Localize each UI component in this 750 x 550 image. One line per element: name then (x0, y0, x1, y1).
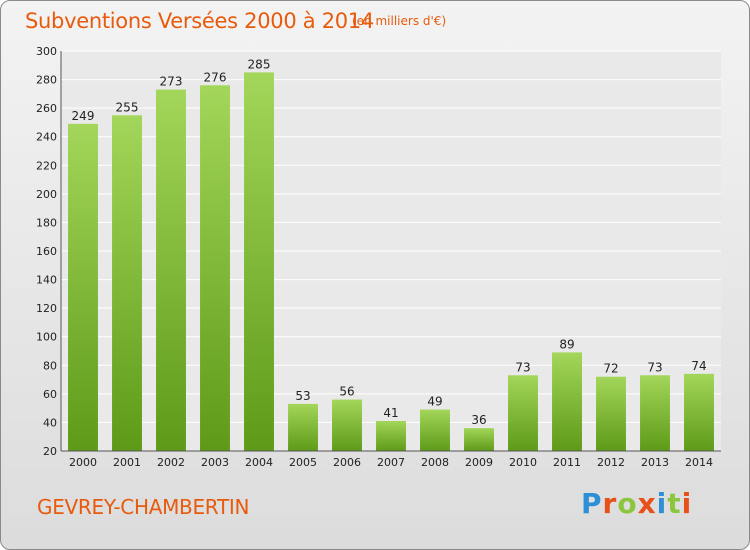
x-tick-label: 2003 (201, 456, 229, 469)
value-label: 49 (427, 395, 442, 409)
bar-2001 (112, 115, 142, 452)
x-tick-label: 2002 (157, 456, 185, 469)
bar-2010 (508, 375, 538, 451)
logo-letter: x (637, 487, 657, 520)
logo-letter: t (667, 487, 682, 520)
x-tick-label: 2010 (509, 456, 537, 469)
value-label: 74 (691, 359, 706, 373)
bar-2007 (376, 421, 406, 451)
value-label: 53 (295, 389, 310, 403)
x-tick-label: 2014 (685, 456, 713, 469)
y-tick-label: 220 (36, 159, 57, 172)
logo-letter: o (617, 487, 638, 520)
logo-letter: i (656, 487, 668, 520)
x-tick-label: 2009 (465, 456, 493, 469)
commune-name: GEVREY-CHAMBERTIN (37, 495, 250, 519)
value-label: 285 (248, 57, 271, 71)
y-tick-label: 80 (43, 359, 57, 372)
y-tick-label: 240 (36, 131, 57, 144)
bar-2014 (684, 373, 714, 451)
bar-2011 (552, 352, 582, 451)
bar-2008 (420, 409, 450, 451)
y-tick-label: 100 (36, 331, 57, 344)
x-tick-label: 2001 (113, 456, 141, 469)
value-label: 41 (383, 406, 398, 420)
x-tick-label: 2008 (421, 456, 449, 469)
value-label: 36 (471, 413, 486, 427)
bar-2000 (68, 123, 98, 451)
logo-letter: i (681, 487, 693, 520)
x-tick-label: 2011 (553, 456, 581, 469)
bar-2013 (640, 375, 670, 451)
value-label: 255 (116, 100, 139, 114)
y-tick-label: 40 (43, 416, 57, 429)
x-tick-label: 2012 (597, 456, 625, 469)
bars-layer (68, 72, 714, 452)
bar-2003 (200, 85, 230, 452)
value-label: 56 (339, 385, 354, 399)
y-tick-label: 120 (36, 302, 57, 315)
bar-2004 (244, 72, 274, 451)
y-tick-label: 260 (36, 102, 57, 115)
y-tick-label: 180 (36, 216, 57, 229)
bar-2009 (464, 428, 494, 451)
value-label: 249 (72, 109, 95, 123)
y-tick-label: 160 (36, 245, 57, 258)
x-tick-label: 2007 (377, 456, 405, 469)
x-tick-label: 2013 (641, 456, 669, 469)
value-label: 73 (647, 360, 662, 374)
y-tick-label: 280 (36, 74, 57, 87)
y-tick-label: 20 (43, 445, 57, 458)
y-tick-label: 140 (36, 274, 57, 287)
y-tick-label: 200 (36, 188, 57, 201)
bar-2005 (288, 403, 318, 451)
value-label: 73 (515, 360, 530, 374)
logo-letter: r (602, 487, 618, 520)
labels-layer: 249 255 273 276 285 53 56 41 49 36 73 89 72 73 74 (72, 57, 707, 427)
proxiti-logo[interactable]: Proxiti (581, 487, 692, 520)
x-tick-label: 2000 (69, 456, 97, 469)
x-tick-label: 2005 (289, 456, 317, 469)
chart-subtitle: (en milliers d'€) (352, 14, 447, 28)
x-tick-label: 2006 (333, 456, 361, 469)
value-label: 89 (559, 337, 574, 351)
axis-layer: 20 40 60 80 100 120 140 160 180 200 220 240 260 280 30… (36, 45, 721, 469)
logo-letter: P (581, 487, 603, 520)
value-label: 273 (160, 75, 183, 89)
chart-title: Subventions Versées 2000 à 2014 (25, 9, 374, 33)
value-label: 72 (603, 362, 618, 376)
value-label: 276 (204, 70, 227, 84)
bar-2002 (156, 89, 186, 452)
x-tick-label: 2004 (245, 456, 273, 469)
y-tick-label: 300 (36, 45, 57, 58)
y-tick-label: 60 (43, 388, 57, 401)
bar-2006 (332, 399, 362, 451)
bar-2012 (596, 376, 626, 451)
